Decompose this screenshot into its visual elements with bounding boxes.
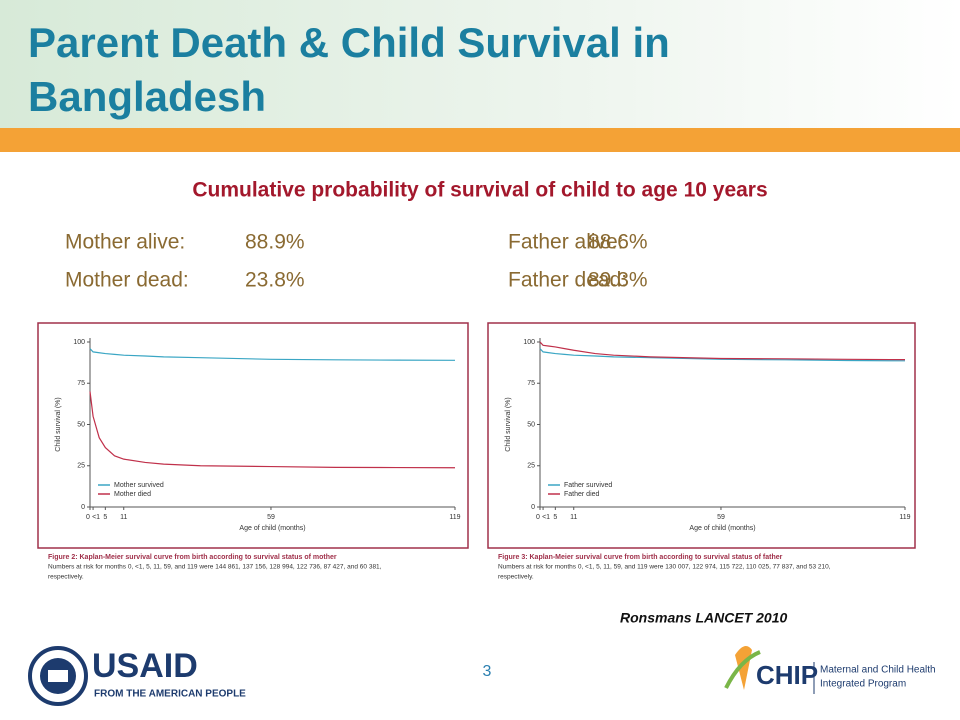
- legend-label: Mother died: [114, 491, 151, 498]
- legend-label: Father survived: [564, 482, 612, 489]
- x-tick-label: 0: [86, 514, 90, 521]
- figure-note: respectively.: [48, 574, 84, 581]
- x-tick-label: 5: [103, 514, 107, 521]
- usaid-name: USAID: [92, 647, 198, 685]
- header-bg: [0, 0, 960, 128]
- y-tick-label: 75: [527, 380, 535, 387]
- usaid-hands: [48, 670, 68, 682]
- stat-value: 89.3%: [588, 269, 648, 292]
- x-tick-label: 11: [120, 514, 127, 521]
- citation: Ronsmans LANCET 2010: [620, 610, 787, 626]
- y-tick-label: 25: [527, 463, 535, 470]
- figure-note: Numbers at risk for months 0, <1, 5, 11,…: [48, 564, 382, 571]
- stat-label: Mother dead:: [65, 269, 189, 292]
- series-line: [539, 341, 906, 361]
- figure-caption: Figure 3: Kaplan-Meier survival curve fr…: [498, 554, 783, 561]
- y-axis-label: Child survival (%): [505, 397, 512, 451]
- y-tick-label: 100: [73, 339, 85, 346]
- x-axis-label: Age of child (months): [239, 525, 305, 532]
- series-line: [89, 348, 456, 361]
- y-tick-label: 50: [527, 421, 535, 428]
- legend-label: Father died: [564, 491, 600, 498]
- y-tick-label: 0: [531, 504, 535, 511]
- stat-value: 88.9%: [245, 231, 305, 254]
- x-tick-label: <1: [542, 514, 550, 521]
- figure-caption: Figure 2: Kaplan-Meier survival curve fr…: [48, 554, 337, 561]
- stat-label: Mother alive:: [65, 231, 185, 254]
- y-tick-label: 0: [81, 504, 85, 511]
- mchip-text: Integrated Program: [820, 679, 906, 690]
- mchip-mark: [724, 650, 761, 689]
- stat-value: 88.6%: [588, 231, 648, 254]
- y-axis-label: Child survival (%): [55, 397, 62, 451]
- mchip-text: Maternal and Child Health: [820, 665, 936, 676]
- page-number: 3: [483, 663, 492, 680]
- x-tick-label: 5: [553, 514, 557, 521]
- x-tick-label: 0: [536, 514, 540, 521]
- title: Parent Death & Child Survival in: [28, 19, 670, 66]
- title: Bangladesh: [28, 73, 266, 120]
- subtitle: Cumulative probability of survival of ch…: [192, 179, 767, 202]
- x-tick-label: 119: [449, 514, 460, 521]
- figure-note: respectively.: [498, 574, 534, 581]
- x-tick-label: 119: [899, 514, 910, 521]
- stat-value: 23.8%: [245, 269, 305, 292]
- x-tick-label: 59: [717, 514, 725, 521]
- y-tick-label: 100: [523, 339, 535, 346]
- x-tick-label: 11: [570, 514, 577, 521]
- mchip-logo: CHIP Maternal and Child Health Integrate…: [724, 646, 936, 694]
- stat-label: Father dead:: [508, 269, 627, 292]
- y-tick-label: 50: [77, 421, 85, 428]
- chart-frame: [487, 322, 916, 549]
- y-tick-label: 25: [77, 463, 85, 470]
- x-axis-label: Age of child (months): [689, 525, 755, 532]
- legend-label: Mother survived: [114, 482, 164, 489]
- series-line: [89, 391, 456, 469]
- header-band: [0, 128, 960, 152]
- stat-label: Father alive:: [508, 231, 624, 254]
- figure-note: Numbers at risk for months 0, <1, 5, 11,…: [498, 564, 831, 571]
- mchip-name: CHIP: [756, 660, 818, 690]
- x-tick-label: 59: [267, 514, 275, 521]
- x-tick-label: <1: [92, 514, 100, 521]
- usaid-logo: USAID FROM THE AMERICAN PEOPLE: [28, 646, 246, 706]
- series-line: [539, 348, 906, 362]
- usaid-tagline: FROM THE AMERICAN PEOPLE: [94, 689, 246, 700]
- y-tick-label: 75: [77, 380, 85, 387]
